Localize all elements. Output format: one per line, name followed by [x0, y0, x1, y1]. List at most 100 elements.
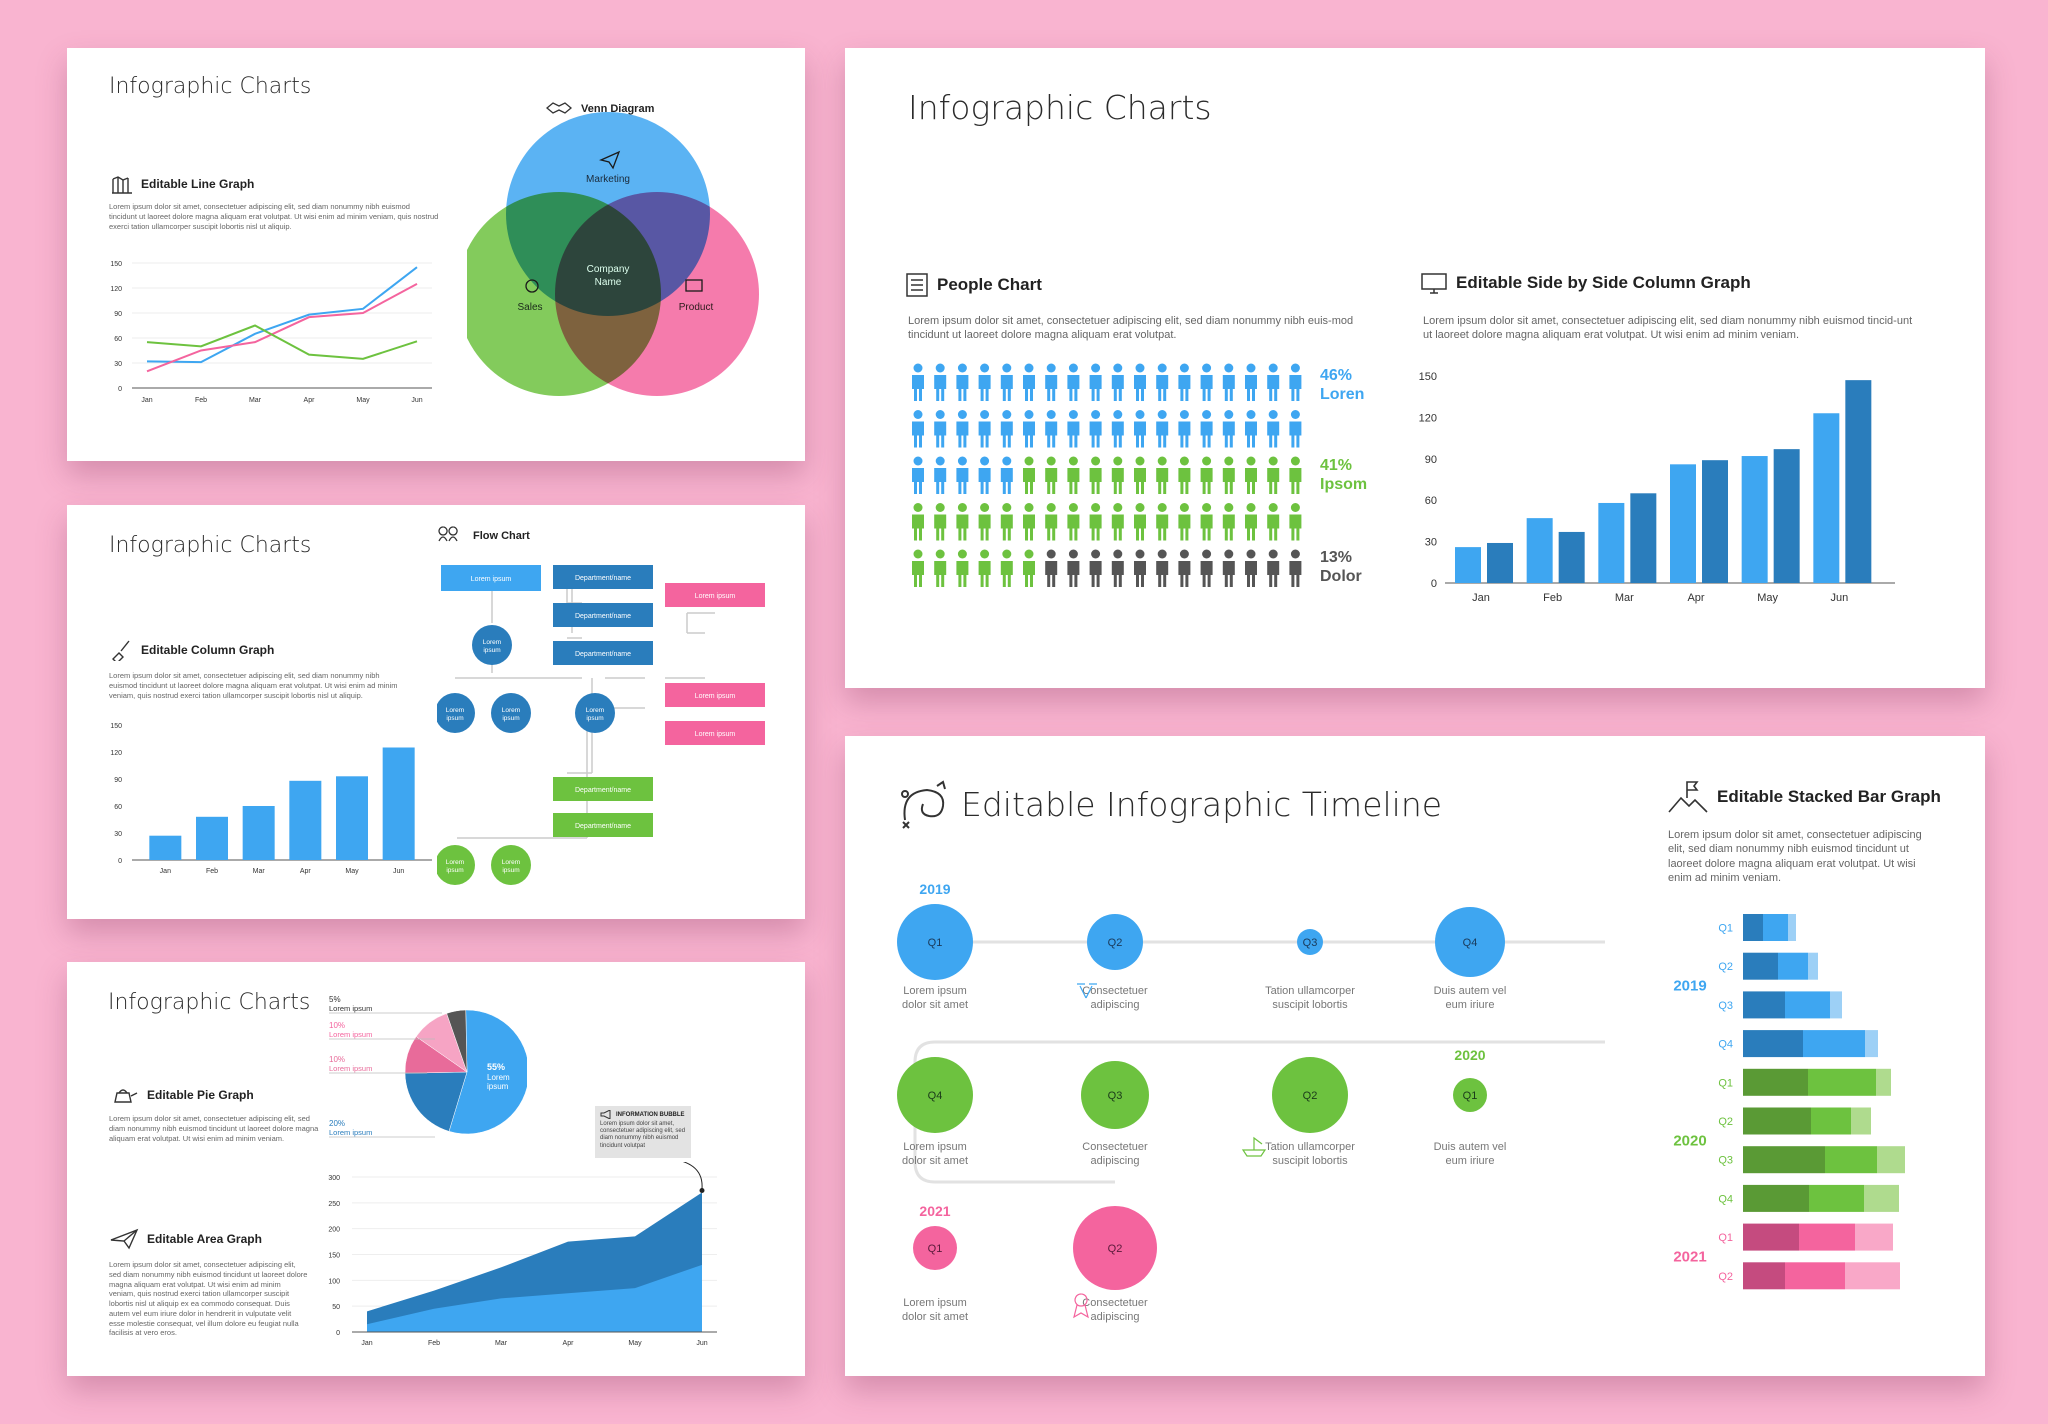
flow-circle-label-1: Lorem	[586, 707, 604, 714]
person-body	[1267, 468, 1280, 494]
megaphone-icon	[600, 1110, 611, 1119]
flow-circle-label-1: Lorem	[502, 707, 520, 714]
flow-circle-label-1: Lorem	[446, 707, 464, 714]
timeline-node	[1087, 914, 1143, 970]
person-body	[1156, 561, 1169, 587]
person-head	[1068, 456, 1078, 466]
person-icon	[1178, 503, 1191, 541]
person-head	[1113, 503, 1123, 512]
timeline: Q1 Lorem ipsum dolor sit amet Q2 Consectetue…	[897, 881, 1605, 1323]
slide-title: Infographic Charts	[109, 74, 312, 99]
person-head	[1290, 456, 1300, 466]
person-head	[1246, 456, 1256, 466]
stacked-q-label: Q1	[1718, 1232, 1733, 1244]
person-body	[1134, 561, 1146, 587]
person-head	[1268, 456, 1278, 466]
side-bar	[1598, 502, 1625, 583]
flow-pink-label: Lorem ipsum	[695, 731, 736, 738]
person-head	[1268, 549, 1278, 559]
timeline-node	[1081, 1061, 1149, 1129]
x-tick-label: Feb	[195, 397, 207, 404]
people-chart	[912, 363, 1302, 587]
person-body	[978, 561, 991, 587]
person-icon	[1178, 549, 1191, 587]
person-icon	[1156, 503, 1169, 541]
stacked-segment	[1876, 1068, 1891, 1096]
person-icon	[1067, 503, 1080, 541]
person-icon	[1222, 456, 1235, 494]
x-tick-label: Mar	[495, 1340, 508, 1347]
flow-title: Flow Chart	[473, 530, 530, 542]
person-body	[1267, 514, 1280, 541]
y-tick-label: 120	[110, 286, 122, 293]
stacked-segment	[1809, 1184, 1864, 1212]
y-tick-label: 150	[110, 261, 122, 268]
person-icon	[1111, 503, 1124, 541]
person-head	[1179, 456, 1189, 466]
stacked-q-label: Q1	[1718, 923, 1733, 935]
pie-sublabel: Lorem ipsum	[329, 1064, 372, 1073]
timeline-year-2019: 2019	[919, 881, 950, 897]
person-head	[980, 410, 990, 419]
person-icon	[912, 549, 924, 587]
person-icon	[1178, 456, 1191, 494]
stacked-bar-title: Editable Stacked Bar Graph	[1717, 787, 1941, 806]
stacked-segment	[1808, 952, 1818, 980]
timeline-path	[913, 940, 1605, 1184]
stacked-segment	[1811, 1107, 1851, 1135]
person-head	[1202, 410, 1212, 419]
venn-title: Venn Diagram	[581, 103, 655, 115]
person-head	[1224, 503, 1234, 512]
line-graph-heading: Editable Line Graph	[111, 174, 254, 194]
person-icon	[1156, 549, 1169, 587]
person-icon	[1289, 503, 1302, 541]
person-icon	[956, 503, 969, 541]
person-body	[1045, 561, 1058, 587]
person-head	[1002, 363, 1012, 373]
mountain-flag-icon	[1668, 781, 1708, 813]
pie-slice	[404, 1071, 468, 1132]
side-column-title: Editable Side by Side Column Graph	[1456, 273, 1751, 292]
person-head	[1091, 549, 1101, 559]
person-icon	[1267, 410, 1280, 448]
flow-circle	[437, 693, 475, 733]
person-head	[1046, 363, 1056, 373]
stacked-segment	[1808, 1068, 1876, 1096]
person-head	[1135, 456, 1145, 466]
x-tick-label: Jan	[361, 1340, 372, 1347]
person-body	[934, 561, 947, 587]
slide-title: Infographic Charts	[908, 88, 1212, 127]
bubble-title: INFORMATION BUBBLE	[616, 1111, 685, 1118]
chart-icon	[112, 176, 132, 194]
timeline-year-2020: 2020	[1454, 1047, 1485, 1063]
person-head	[1024, 549, 1034, 559]
person-head	[913, 503, 923, 512]
line-series	[146, 266, 418, 364]
people-chart-desc: Lorem ipsum dolor sit amet, consectetuer…	[908, 315, 1354, 342]
side-bar	[1845, 380, 1872, 583]
flow-chart: Flow Chart Lorem ipsum Department/name Depa…	[437, 526, 765, 885]
person-body	[1045, 468, 1058, 494]
y-tick-label: 100	[328, 1278, 340, 1285]
person-head	[935, 456, 945, 466]
timeline-text-1: Tation ullamcorper	[1265, 985, 1355, 997]
slide-people-sidebyside: Infographic Charts People Chart Lorem ip…	[845, 48, 1985, 688]
person-body	[978, 421, 991, 448]
person-icon	[1000, 456, 1013, 494]
flow-dept-green-box	[553, 813, 653, 837]
person-body	[1222, 375, 1235, 401]
person-head	[1268, 410, 1278, 419]
person-icon	[1111, 410, 1124, 448]
x-tick-label: May	[345, 868, 359, 875]
side-column-heading: Editable Side by Side Column Graph	[1420, 272, 1751, 294]
x-tick-label: May	[356, 397, 370, 404]
person-body	[912, 468, 924, 494]
area-series	[367, 1264, 702, 1332]
person-head	[1024, 363, 1034, 373]
person-body	[1023, 561, 1035, 587]
person-head	[1290, 410, 1300, 419]
flow-circle-label-2: ipsum	[586, 715, 603, 722]
person-icon	[1089, 549, 1102, 587]
person-body	[1245, 375, 1257, 401]
person-body	[912, 514, 924, 541]
